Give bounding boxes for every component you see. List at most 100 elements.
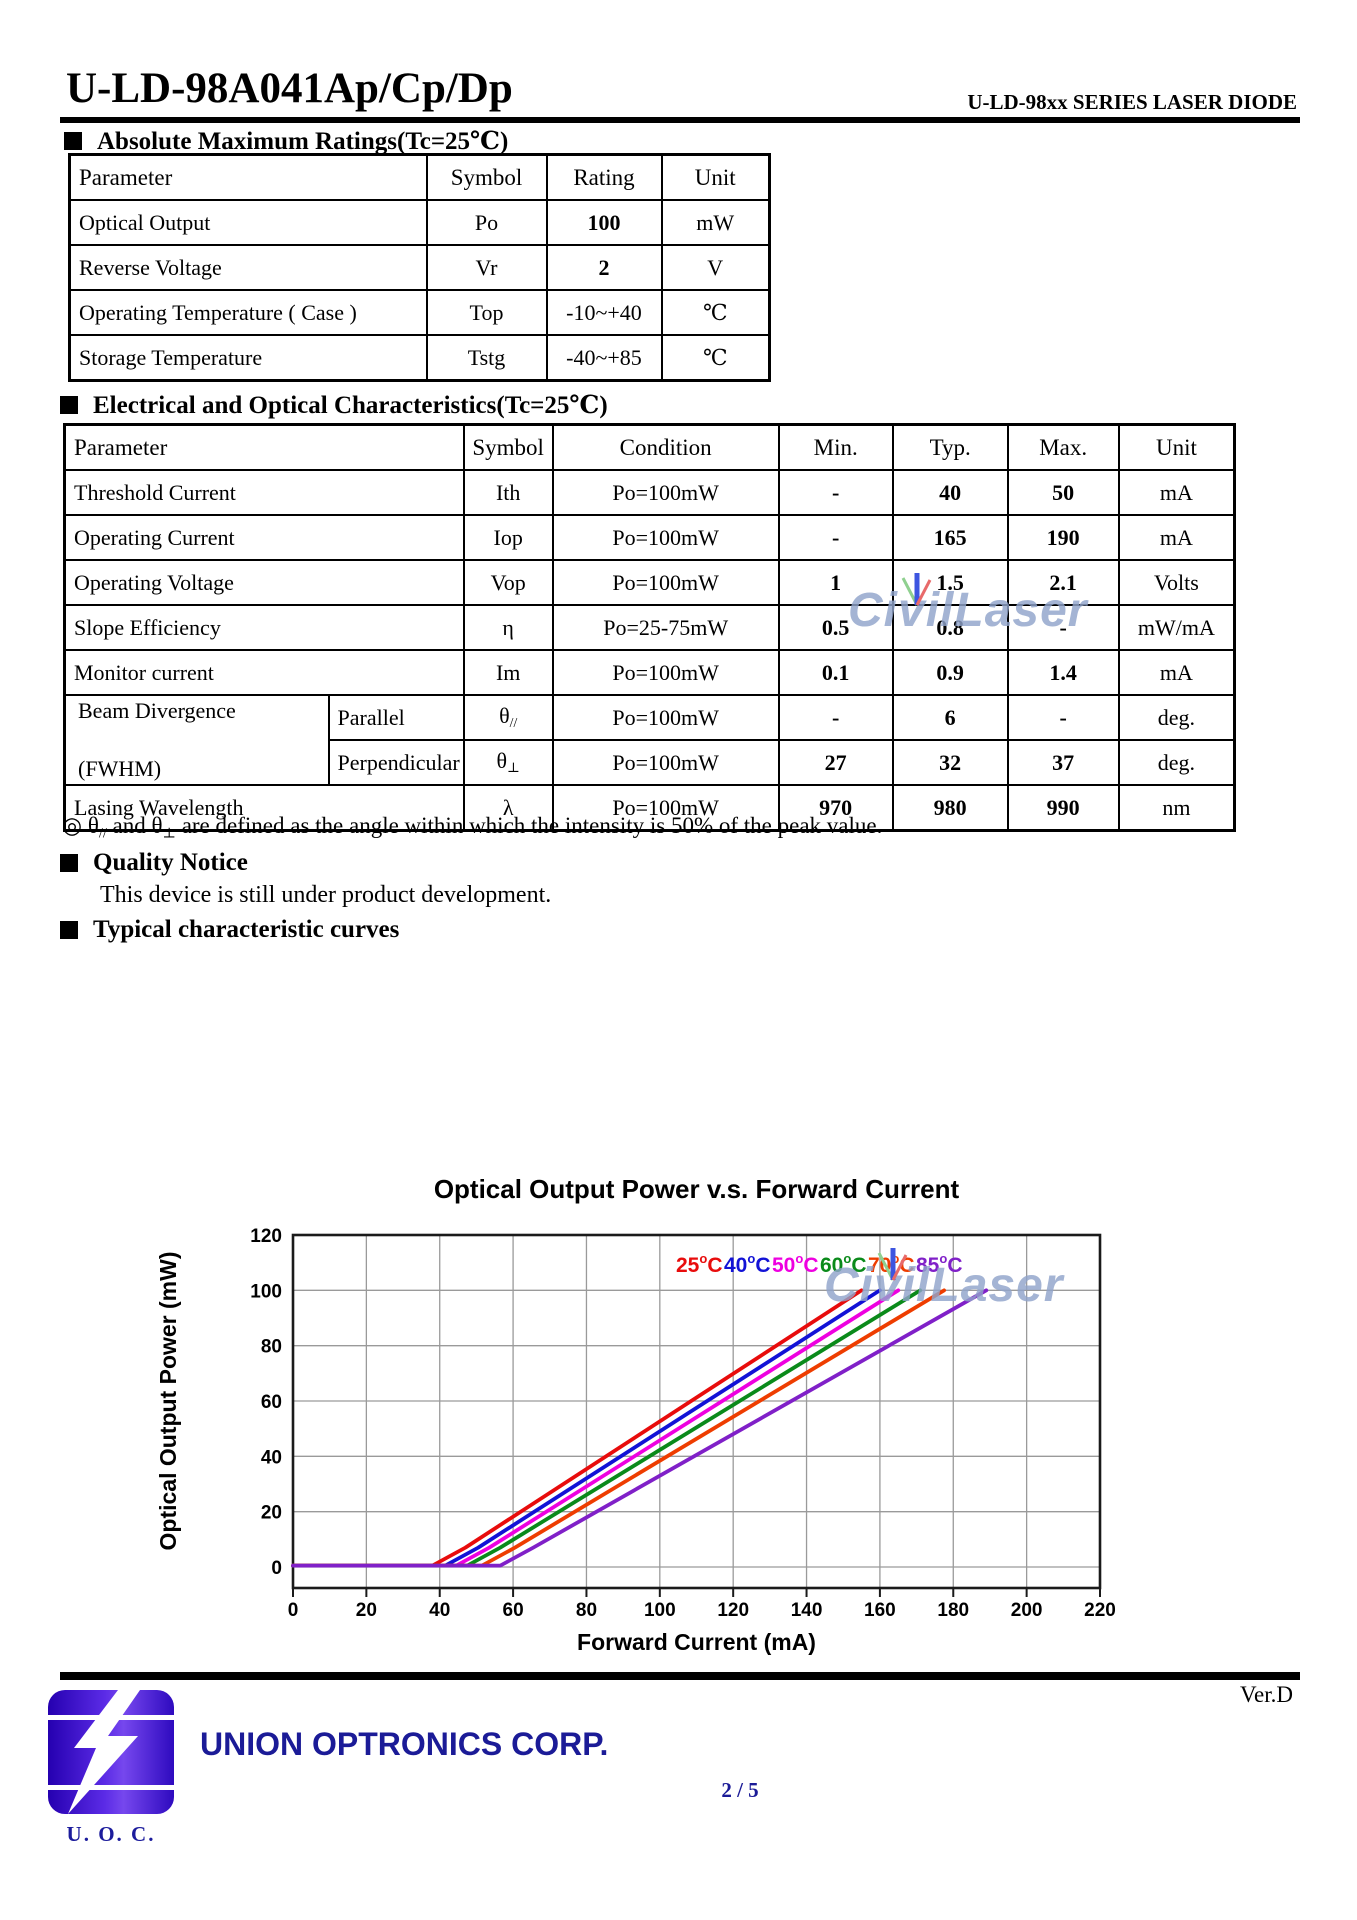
cell: 1.5 [891, 559, 1009, 606]
table-row: Lasing Wavelength λ Po=100mW 970 980 990 nm [63, 784, 1236, 832]
cell: Vop [462, 559, 554, 606]
eo-table: Parameter Symbol Condition Min. Typ. Max. Unit… [63, 423, 1237, 832]
cell: - [1006, 694, 1120, 741]
cell: θ// [462, 694, 554, 741]
section-title: Electrical and Optical Characteristics(T… [93, 392, 608, 419]
cell: 2.1 [1006, 559, 1120, 606]
cell: V [660, 244, 771, 291]
y-tick-label: 60 [261, 1392, 282, 1413]
cell: Threshold Current [63, 469, 465, 516]
footer-rule [60, 1672, 1300, 1680]
cell: Perpendicular [327, 739, 465, 786]
series-title: U-LD-98xx SERIES LASER DIODE [967, 90, 1297, 114]
table-row: Operating Temperature ( Case ) Top -10~+40… [68, 289, 771, 336]
cell: 165 [891, 514, 1009, 561]
column-header: Typ. [891, 423, 1009, 471]
cell: Po=100mW [551, 469, 780, 516]
plot-frame [291, 1233, 1102, 1590]
header-rule [60, 117, 1300, 123]
cell: Po=25-75mW [551, 604, 780, 651]
column-header: Parameter [63, 423, 465, 471]
cell: 0.8 [891, 604, 1009, 651]
cell: mA [1117, 649, 1236, 696]
cell: 190 [1006, 514, 1120, 561]
series-line-50C [291, 1288, 901, 1568]
x-tick-label: 160 [864, 1600, 896, 1621]
cell: mW [660, 199, 771, 246]
column-header: Parameter [68, 153, 428, 201]
cell: Im [462, 649, 554, 696]
cell: Po=100mW [551, 559, 780, 606]
y-axis-label: Optical Output Power (mW) [155, 1252, 181, 1551]
column-header: Condition [551, 423, 780, 471]
y-tick-label: 40 [261, 1447, 282, 1468]
table-row: Perpendicular θ⊥ Po=100mW 27 32 37 deg. [65, 739, 1236, 786]
y-tick-label: 20 [261, 1503, 282, 1524]
table-header-row: Parameter Symbol Condition Min. Typ. Max. Unit [63, 423, 1236, 471]
table-row: Reverse Voltage Vr 2 V [68, 244, 771, 291]
x-tick-label: 100 [644, 1600, 676, 1621]
cell: λ [462, 784, 554, 832]
cell: ℃ [660, 334, 771, 382]
column-header: Rating [545, 153, 663, 201]
table-row: Slope Efficiency η Po=25-75mW 0.5 0.8- mW/mA [63, 604, 1236, 651]
cell: mA [1117, 469, 1236, 516]
column-header: Symbol [425, 153, 548, 201]
eo-table-wrap: Parameter Symbol Condition Min. Typ. Max. Unit… [63, 423, 1237, 832]
cell: 50 [1006, 469, 1120, 516]
cell: Ith [462, 469, 554, 516]
cell: 0.5 [777, 604, 894, 651]
cell: 970 [777, 784, 894, 832]
section-title: Quality Notice [93, 849, 248, 876]
x-tick-label: 120 [717, 1600, 749, 1621]
cell: Reverse Voltage [68, 244, 428, 291]
cell: Po=100mW [551, 649, 780, 696]
cell: mA [1117, 514, 1236, 561]
cell: 37 [1006, 739, 1120, 786]
lightning-bolt-icon [68, 1690, 140, 1814]
square-bullet-icon [60, 396, 78, 414]
section-heading-curves: Typical characteristic curves [60, 916, 399, 944]
cell: Po=100mW [551, 694, 780, 741]
version-label: Ver.D [1239, 1682, 1293, 1707]
cell: Optical Output [68, 199, 428, 246]
section-heading-quality: Quality Notice [60, 849, 248, 877]
cell: 990 [1006, 784, 1120, 832]
x-tick-label: 220 [1084, 1600, 1116, 1621]
y-tick-label: 100 [250, 1281, 282, 1302]
series-line-85C [291, 1288, 989, 1568]
section-heading-eo: Electrical and Optical Characteristics(T… [60, 390, 608, 420]
page-number: 2 / 5 [721, 1778, 759, 1802]
x-tick-label: 80 [576, 1600, 597, 1621]
cell: mW/mA [1117, 604, 1236, 651]
cell: deg. [1117, 694, 1236, 741]
cell: 40 [891, 469, 1009, 516]
cell: - [777, 694, 894, 741]
cell: 980 [891, 784, 1009, 832]
table-row: Operating Voltage Vop Po=100mW 1 1.5 2.1 Volts [63, 559, 1236, 606]
cell: Monitor current [63, 649, 465, 696]
cell: -40~+85 [545, 334, 663, 382]
cell: - [777, 469, 894, 516]
table-row: Beam Divergence (FWHM) Parallel θ//Po=100mW… [63, 694, 1236, 786]
cell: 27 [777, 739, 894, 786]
cell: Po [425, 199, 548, 246]
column-header: Min. [777, 423, 894, 471]
table-row: Threshold Current Ith Po=100mW -40 50 mA [63, 469, 1236, 516]
cell: - [1006, 604, 1120, 651]
logo-caption: U. O. C. [66, 1822, 156, 1846]
uoc-logo [48, 1690, 174, 1814]
x-tick-label: 40 [429, 1600, 450, 1621]
legend-item-50C: 50oC [772, 1251, 818, 1277]
cell: Slope Efficiency [63, 604, 465, 651]
cell: Operating Voltage [63, 559, 465, 606]
series-line-70C [291, 1288, 947, 1568]
column-header: Unit [660, 153, 771, 201]
cell: Po=100mW [551, 739, 780, 786]
company-name: UNION OPTRONICS CORP. [200, 1726, 609, 1762]
cell: 0.9 [891, 649, 1009, 696]
cell: nm [1117, 784, 1236, 832]
column-header: Symbol [462, 423, 554, 471]
cell: Operating Current [63, 514, 465, 561]
